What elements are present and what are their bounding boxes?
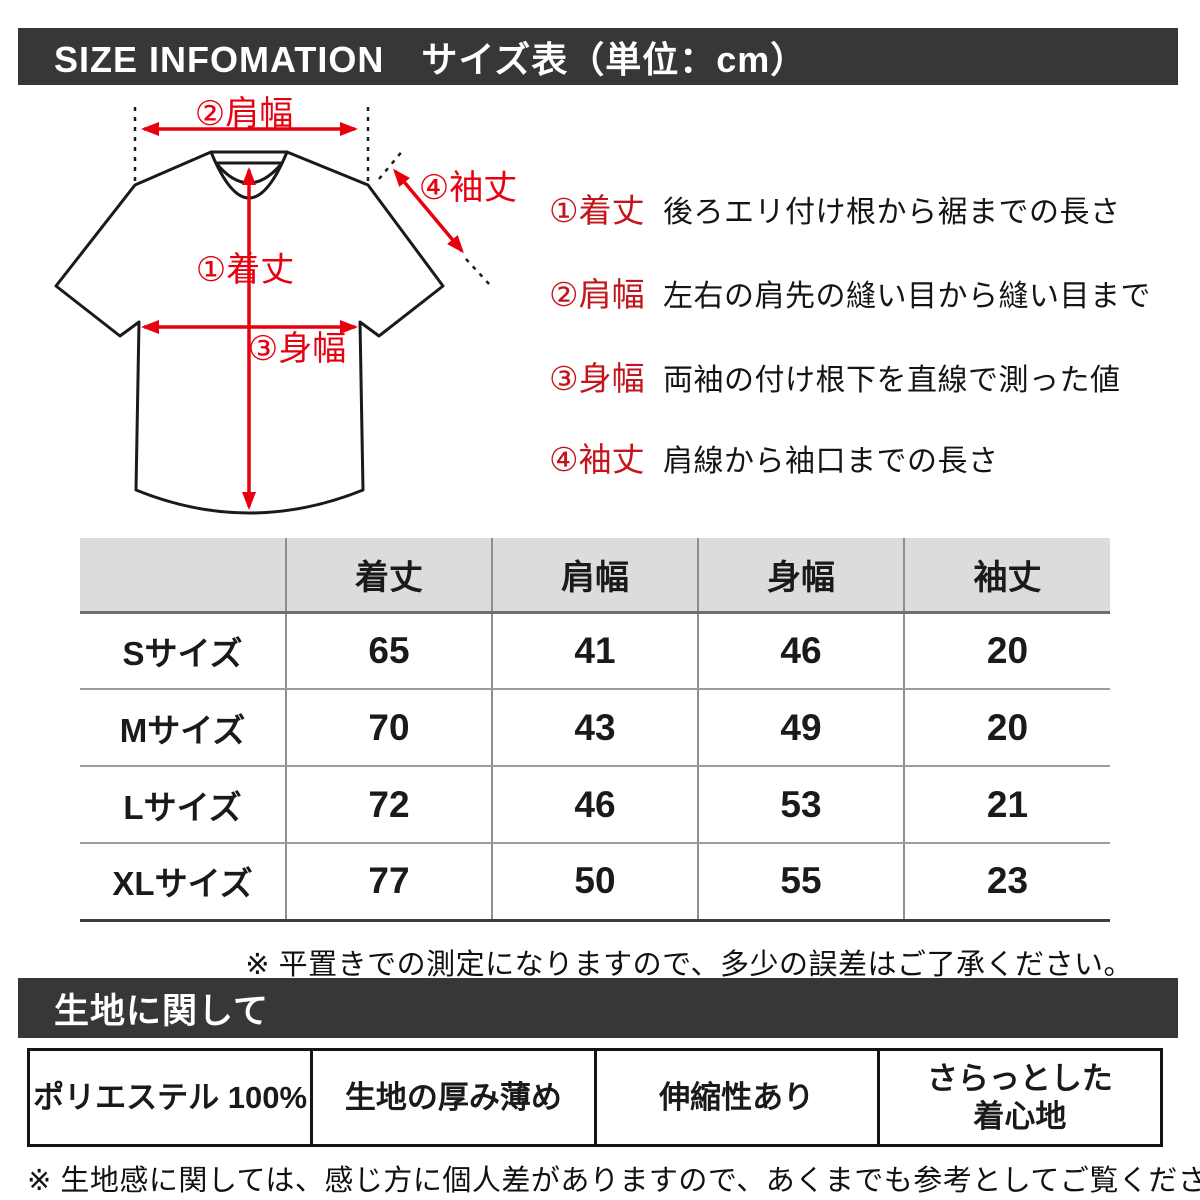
shoulder-width-label: ②肩幅 [195, 95, 293, 133]
body-width-label: ③身幅 [248, 330, 346, 368]
size-value-cell: 65 [286, 612, 493, 690]
measurement-note: ※ 平置きでの測定になりますので、多少の誤差はご了承ください。 [245, 949, 1133, 981]
legend-row-shoulder: ②肩幅 左右の肩先の縫い目から縫い目まで [549, 268, 1151, 316]
size-value-cell: 77 [286, 843, 493, 922]
guide-dotted-sleeve-top [378, 148, 405, 180]
size-value-cell: 70 [286, 689, 493, 767]
legend-row-length: ①着丈 後ろエリ付け根から裾までの長さ [549, 184, 1121, 232]
size-row-xl: XLサイズ 77 50 55 23 [80, 843, 1110, 922]
legend-row-sleeve: ④袖丈 肩線から袖口までの長さ [549, 433, 999, 481]
size-value-cell: 49 [698, 689, 905, 767]
header-cell-width: 身幅 [698, 538, 905, 614]
size-header-title: SIZE INFOMATION サイズ表（単位：cm） [54, 38, 808, 80]
size-value-cell: 20 [904, 689, 1110, 767]
legend-term-length: ①着丈 [549, 192, 645, 229]
size-row-l: Lサイズ 72 46 53 21 [80, 766, 1110, 844]
size-row-label: Lサイズ [80, 766, 287, 844]
size-value-cell: 21 [904, 766, 1110, 844]
fabric-cell-thickness: 生地の厚み薄め [310, 1048, 597, 1147]
legend-term-sleeve: ④袖丈 [549, 441, 645, 478]
size-value-cell: 20 [904, 612, 1110, 690]
size-row-label: Sサイズ [80, 612, 287, 690]
fabric-table: ポリエステル 100% 生地の厚み薄め 伸縮性あり さらっとした 着心地 [26, 1048, 1164, 1147]
tshirt-measurement-diagram: ②肩幅 ①着丈 ③身幅 ④袖丈 [38, 95, 538, 545]
size-row-m: Mサイズ 70 43 49 20 [80, 689, 1110, 767]
fabric-table-row: ポリエステル 100% 生地の厚み薄め 伸縮性あり さらっとした 着心地 [26, 1048, 1164, 1147]
legend-desc-sleeve: 肩線から袖口までの長さ [663, 445, 999, 478]
size-value-cell: 53 [698, 766, 905, 844]
size-table: 着丈 肩幅 身幅 袖丈 Sサイズ 65 41 46 20 Mサイズ 70 43 … [80, 538, 1110, 922]
fabric-note: ※ 生地感に関しては、感じ方に個人差がありますので、あくまでも参考としてご覧くだ… [27, 1165, 1200, 1197]
legend-term-width: ③身幅 [549, 360, 645, 397]
sleeve-length-label: ④袖丈 [419, 169, 517, 207]
size-value-cell: 46 [698, 612, 905, 690]
legend-desc-length: 後ろエリ付け根から裾までの長さ [663, 196, 1121, 229]
size-value-cell: 23 [904, 843, 1110, 922]
size-value-cell: 50 [492, 843, 699, 922]
guide-dotted-sleeve-bottom [465, 258, 491, 286]
size-value-cell: 55 [698, 843, 905, 922]
legend-term-shoulder: ②肩幅 [549, 276, 645, 313]
size-value-cell: 43 [492, 689, 699, 767]
size-row-label: XLサイズ [80, 843, 287, 922]
size-header-bar: SIZE INFOMATION サイズ表（単位：cm） [18, 28, 1178, 85]
header-cell-blank [80, 538, 287, 614]
legend-desc-shoulder: 左右の肩先の縫い目から縫い目まで [663, 280, 1151, 313]
sleeve-length-arrow [393, 168, 464, 254]
body-length-label: ①着丈 [196, 251, 294, 289]
legend-desc-width: 両袖の付け根下を直線で測った値 [663, 364, 1121, 397]
fabric-cell-material: ポリエステル 100% [26, 1048, 314, 1147]
size-row-label: Mサイズ [80, 689, 287, 767]
size-value-cell: 41 [492, 612, 699, 690]
size-value-cell: 72 [286, 766, 493, 844]
fabric-header-title: 生地に関して [54, 991, 269, 1031]
fabric-cell-stretch: 伸縮性あり [593, 1048, 880, 1147]
size-value-cell: 46 [492, 766, 699, 844]
fabric-cell-feel: さらっとした 着心地 [876, 1048, 1164, 1147]
fabric-header-bar: 生地に関して [18, 978, 1178, 1038]
header-cell-shoulder: 肩幅 [492, 538, 699, 614]
size-row-s: Sサイズ 65 41 46 20 [80, 612, 1110, 690]
header-cell-sleeve: 袖丈 [904, 538, 1110, 614]
tshirt-diagram-svg: ②肩幅 ①着丈 ③身幅 ④袖丈 [54, 95, 517, 515]
size-table-header-row: 着丈 肩幅 身幅 袖丈 [80, 538, 1110, 614]
header-cell-length: 着丈 [286, 538, 493, 614]
legend-row-width: ③身幅 両袖の付け根下を直線で測った値 [549, 352, 1121, 400]
